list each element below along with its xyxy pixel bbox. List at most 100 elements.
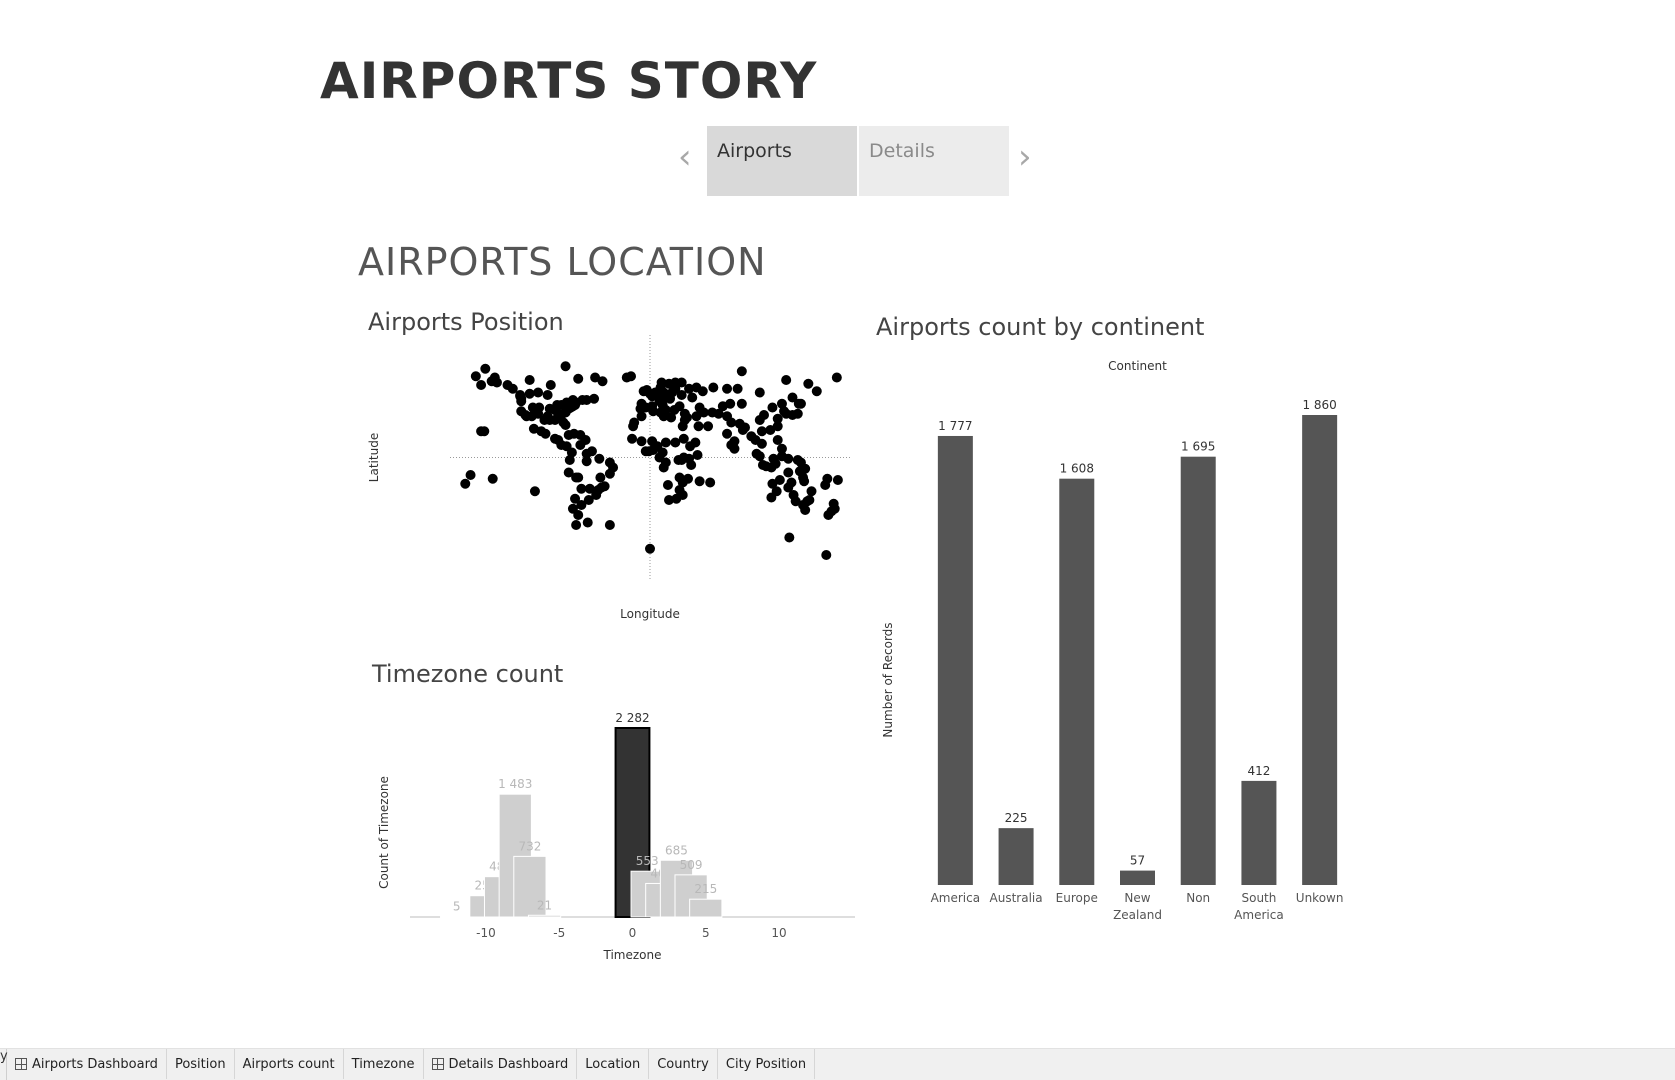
scatter-point: [507, 383, 518, 394]
scatter-point: [767, 478, 778, 489]
timezone-bar: [689, 898, 723, 918]
timezone-bar-label: 2 282: [615, 711, 649, 725]
continent-bar: [1120, 870, 1155, 885]
scatter-point: [790, 496, 801, 507]
scatter-point: [705, 477, 716, 488]
scatter-point: [534, 402, 545, 413]
category-label: America: [931, 891, 981, 905]
category-label: South America: [1234, 891, 1284, 922]
scatter-point: [722, 383, 733, 394]
scatter-point: [515, 390, 526, 400]
sheet-tab-label: Timezone: [351, 1056, 415, 1072]
scatter-point: [686, 460, 697, 470]
sheet-tab-details-dashboard[interactable]: Details Dashboard: [424, 1049, 578, 1079]
scatter-point: [573, 510, 584, 520]
sheet-tab-city-position[interactable]: City Position: [718, 1049, 816, 1079]
continent-chart[interactable]: Continent Number of Records 1 777 America 22…: [870, 355, 1350, 935]
scatter-point: [589, 393, 600, 404]
story-point-airports[interactable]: Airports: [707, 126, 857, 196]
scatter-point: [655, 407, 666, 418]
category-label: Australia: [990, 891, 1043, 905]
scatter-point: [595, 472, 606, 483]
scatter-point: [694, 476, 705, 487]
scatter-point: [765, 425, 776, 435]
x-axis-title: Longitude: [620, 607, 680, 621]
tab-edge-text: y: [0, 1049, 8, 1064]
scatter-point: [480, 363, 491, 374]
scatter-point: [677, 490, 688, 500]
scatter-point: [570, 493, 581, 504]
y-axis-title: Latitude: [367, 433, 381, 482]
scatter-point: [771, 486, 782, 497]
scatter-point: [823, 510, 834, 520]
scatter-point: [576, 500, 587, 510]
scatter-point: [575, 440, 586, 450]
y-axis-title: Count of Timezone: [377, 776, 391, 889]
y-axis-title: Number of Records: [881, 622, 895, 737]
chevron-right-icon[interactable]: ›: [1018, 137, 1032, 177]
story-title: AIRPORTS STORY: [320, 52, 818, 110]
scatter-point: [693, 421, 704, 432]
scatter-point: [524, 375, 535, 385]
sheet-tab-label: Country: [657, 1056, 709, 1072]
scatter-point: [563, 467, 574, 478]
scatter-point: [560, 361, 571, 372]
tab-edge[interactable]: y: [0, 1049, 8, 1080]
sheet-tab-location[interactable]: Location: [577, 1049, 650, 1079]
category-label-line: Zealand: [1113, 908, 1162, 922]
scatter-point: [687, 392, 698, 403]
category-label-line: New: [1124, 891, 1150, 905]
category-label: Unkown: [1296, 891, 1344, 905]
scatter-chart[interactable]: Longitude Latitude: [360, 335, 860, 625]
scatter-point: [684, 383, 695, 394]
scatter-point: [781, 375, 792, 385]
continent-bar: [998, 828, 1034, 885]
sheet-tab-country[interactable]: Country: [649, 1049, 718, 1079]
scatter-point: [795, 457, 806, 468]
timezone-bar-label: 21: [537, 898, 552, 912]
sheet-tab-position[interactable]: Position: [167, 1049, 235, 1079]
story-point-details[interactable]: Details: [859, 126, 1009, 196]
scatter-point: [591, 490, 602, 500]
scatter-point: [628, 421, 639, 432]
scatter-point: [470, 371, 481, 382]
scatter-point: [800, 505, 811, 515]
dashboard-grid-icon: [431, 1058, 444, 1070]
scatter-point: [754, 451, 765, 462]
scatter-point: [776, 443, 787, 454]
scatter-point: [638, 386, 649, 397]
sheet-tab-airports-dashboard[interactable]: Airports Dashboard: [7, 1049, 167, 1079]
scatter-point: [774, 475, 785, 485]
scatter-point: [674, 401, 685, 412]
scatter-point: [767, 402, 778, 413]
sheet-tab-airports-count[interactable]: Airports count: [235, 1049, 344, 1079]
continent-bar-label: 225: [1005, 811, 1028, 825]
category-label: Non: [1186, 891, 1210, 905]
scatter-point: [573, 373, 584, 384]
scatter-point: [670, 437, 681, 448]
scatter-point: [476, 380, 487, 390]
sheet-tab-bar: y Airports Dashboard Position Airports cou…: [0, 1048, 1675, 1080]
scatter-point: [697, 386, 708, 397]
column-header: Continent: [1108, 359, 1167, 373]
scatter-point: [772, 421, 783, 432]
chevron-left-icon[interactable]: ‹: [678, 137, 692, 177]
sheet-tab-timezone[interactable]: Timezone: [344, 1049, 424, 1079]
scatter-point: [656, 377, 667, 388]
scatter-point: [783, 453, 794, 464]
scatter-point: [754, 387, 765, 398]
scatter-point: [479, 426, 490, 437]
scatter-point: [636, 411, 647, 422]
scatter-point: [806, 486, 817, 497]
scatter-point: [787, 410, 798, 420]
timezone-bar-label: 732: [518, 839, 541, 853]
continent-bar: [1180, 456, 1216, 885]
scatter-point: [564, 455, 575, 465]
scatter-point: [590, 372, 601, 383]
scatter-point: [567, 395, 578, 405]
continent-title: Airports count by continent: [876, 313, 1205, 341]
scatter-point: [784, 532, 795, 543]
scatter-point: [571, 520, 582, 530]
scatter-point: [524, 388, 535, 399]
